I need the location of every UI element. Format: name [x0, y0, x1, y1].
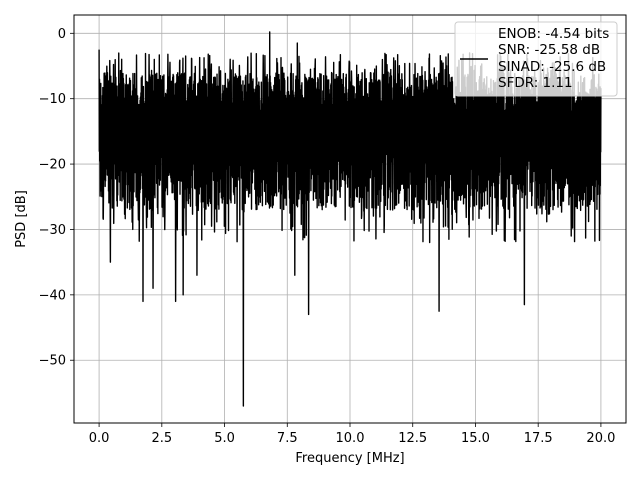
y-tick-label: −30: [39, 223, 66, 238]
y-tick-label: 0: [58, 27, 66, 42]
y-tick-label: −40: [39, 288, 66, 303]
x-tick-label: 10.0: [336, 431, 365, 446]
y-tick-label: −10: [39, 92, 66, 107]
x-axis: 0.0 2.5 5.0 7.5 10.0 12.5 15.0 17.5 20.0: [89, 423, 615, 446]
legend: ENOB: -4.54 bits SNR: -25.58 dB SINAD: -…: [454, 21, 618, 97]
x-tick-label: 2.5: [151, 431, 172, 446]
y-axis: 0 −10 −20 −30 −40 −50: [39, 27, 74, 369]
y-tick-label: −20: [39, 158, 66, 173]
legend-entry-sfdr: SFDR: 1.11: [498, 75, 573, 91]
legend-entry-enob: ENOB: -4.54 bits: [498, 26, 609, 42]
x-tick-label: 17.5: [524, 431, 553, 446]
legend-entry-snr: SNR: -25.58 dB: [498, 42, 600, 58]
x-tick-label: 15.0: [461, 431, 490, 446]
x-tick-label: 20.0: [586, 431, 615, 446]
x-tick-label: 5.0: [214, 431, 235, 446]
x-axis-label: Frequency [MHz]: [295, 451, 404, 466]
x-tick-label: 7.5: [277, 431, 298, 446]
y-axis-label: PSD [dB]: [14, 190, 29, 248]
x-tick-label: 0.0: [89, 431, 110, 446]
y-tick-label: −50: [39, 354, 66, 369]
legend-box: [454, 21, 618, 97]
legend-entry-sinad: SINAD: -25.6 dB: [498, 59, 606, 75]
x-tick-label: 12.5: [398, 431, 427, 446]
